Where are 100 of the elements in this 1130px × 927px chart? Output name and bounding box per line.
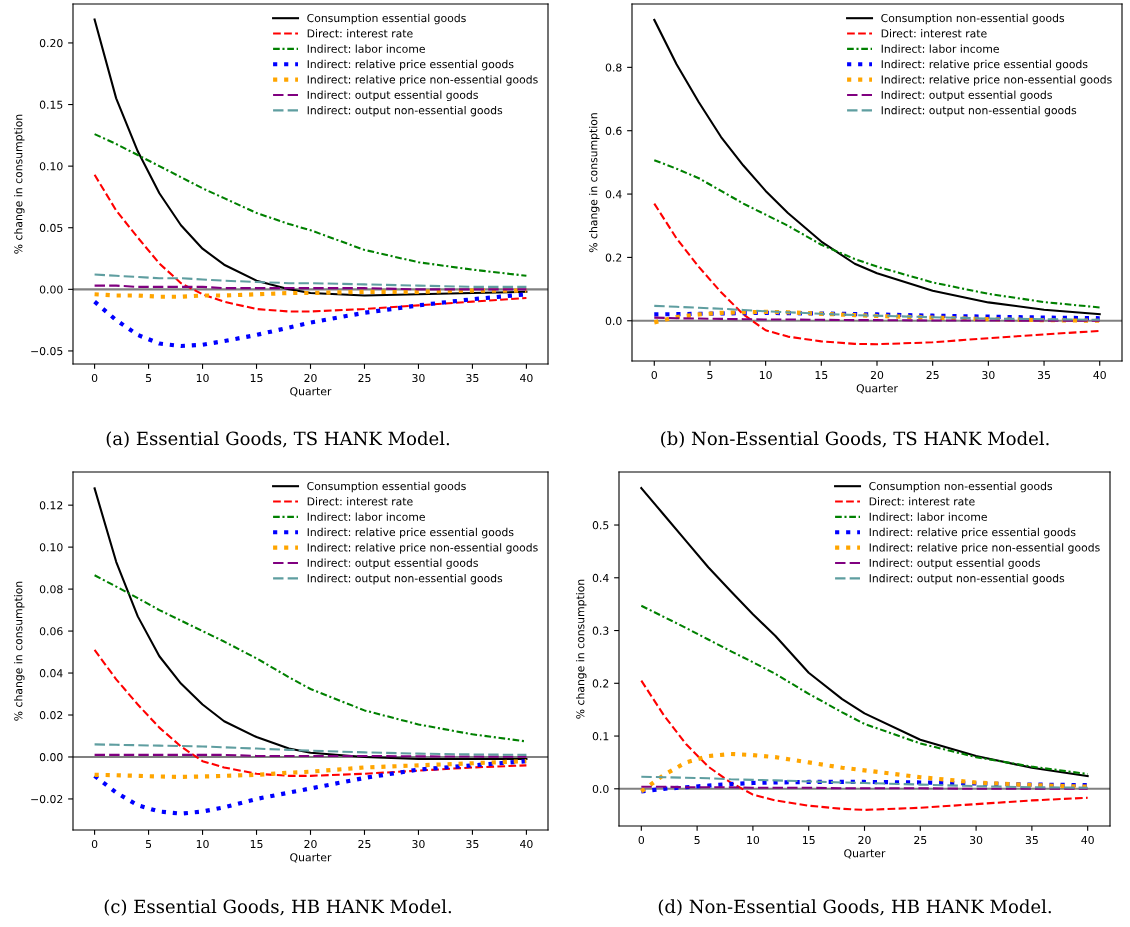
legend-label: Indirect: relative price non-essential goods [307,543,538,554]
y-tick-label: 0.05 [39,223,63,233]
line-series [653,304,1101,321]
y-tick-label: 0.10 [39,162,63,171]
line-series [93,173,528,313]
x-tick-label: 35 [466,839,479,849]
x-tick-label: 25 [358,839,371,849]
line-series [639,779,1090,794]
y-tick-label: 0.0 [605,316,622,326]
y-tick-label: 0.10 [39,543,63,552]
legend-label: Consumption non-essential goods [869,481,1053,493]
legend-label: Indirect: output non-essential goods [307,573,503,585]
x-tick-label: 0 [91,373,98,383]
x-tick-label: 40 [520,373,533,383]
x-tick-label: 15 [815,371,828,380]
x-tick-label: 0 [638,835,645,845]
y-tick-label: 0.6 [605,126,622,135]
y-axis-title: % change in consumption [14,114,25,254]
y-tick-label: 0.00 [39,285,63,294]
x-tick-label: 25 [926,370,939,380]
y-tick-label: 0.06 [39,627,63,636]
x-tick-label: 15 [250,840,263,849]
line-series [640,604,1089,776]
y-tick-label: 0.8 [605,63,622,72]
x-tick-label: 10 [747,835,760,845]
line-series [93,648,528,777]
legend-label: Indirect: relative price non-essential goods [869,543,1100,554]
x-tick-label: 0 [91,839,98,849]
y-tick-label: 0.2 [605,253,622,262]
legend-label: Direct: interest rate [869,497,975,506]
legend-label: Indirect: output non-essential goods [881,105,1077,117]
legend-label: Indirect: labor income [307,512,425,521]
x-tick-label: 40 [520,839,533,849]
legend-label: Consumption essential goods [307,481,466,493]
x-tick-label: 20 [304,839,317,849]
line-series [640,679,1089,811]
legend-label: Direct: interest rate [307,29,413,38]
legend-label: Consumption non-essential goods [881,13,1065,25]
x-tick-label: 20 [858,835,871,845]
legend-label: Consumption essential goods [307,13,466,25]
legend-label: Indirect: output essential goods [881,90,1052,102]
legend-label: Indirect: relative price non-essential goods [307,75,538,86]
legend-label: Direct: interest rate [881,29,987,38]
x-tick-label: 10 [759,370,772,380]
y-tick-label: 0.0 [592,784,609,794]
legend-label: Indirect: output essential goods [869,558,1040,570]
text: (d) Non-Essential Goods, HB HANK Model. [658,899,1051,916]
line-series [640,775,1089,789]
x-tick-label: 5 [694,836,700,845]
y-tick-label: 0.08 [39,585,63,594]
line-series [92,288,529,299]
y-tick-label: 0.00 [39,753,63,762]
y-tick-label: 0.3 [592,626,609,635]
line-series [93,273,528,288]
legend-label: Indirect: relative price essential goods [881,59,1088,71]
y-axis-title: % change in consumption [14,581,25,721]
x-tick-label: 25 [914,835,927,845]
x-axis-title: Quarter [290,387,332,397]
x-tick-label: 15 [803,836,815,845]
x-tick-label: 5 [707,371,713,380]
legend-label: Indirect: output essential goods [307,558,478,570]
y-tick-label: −0.02 [31,795,63,804]
x-tick-label: 5 [145,840,152,849]
y-tick-label: 0.4 [605,190,622,199]
x-tick-label: 35 [466,373,479,383]
text: (b) Non-Essential Goods, TS HANK Model. [661,431,1049,448]
x-tick-label: 30 [970,835,983,845]
y-tick-label: −0.05 [31,347,63,356]
x-axis-title: Quarter [290,853,332,863]
legend-label: Indirect: output non-essential goods [869,573,1065,585]
legend-label: Indirect: relative price non-essential goods [881,75,1112,86]
legend-label: Indirect: relative price essential goods [869,527,1076,539]
x-tick-label: 30 [982,370,995,380]
x-tick-label: 0 [651,370,657,380]
y-tick-label: 0.04 [39,669,63,678]
x-tick-label: 30 [412,373,425,383]
x-tick-label: 15 [250,374,263,383]
legend-label: Indirect: labor income [881,44,999,53]
x-tick-label: 40 [1081,835,1094,845]
x-tick-label: 40 [1093,370,1106,380]
line-series [93,743,528,756]
legend-label: Indirect: relative price essential goods [307,527,514,539]
legend-label: Indirect: labor income [869,512,987,521]
x-tick-label: 20 [304,373,317,383]
legend-label: Indirect: labor income [307,44,425,53]
line-series [652,309,1102,325]
x-tick-label: 10 [196,373,209,383]
y-tick-label: 0.2 [592,679,609,688]
x-axis-title: Quarter [844,849,886,859]
y-tick-label: 0.02 [39,711,63,720]
y-tick-label: 0.15 [39,100,63,109]
y-axis-title: % change in consumption [589,113,600,253]
x-axis-title: Quarter [856,384,898,394]
y-tick-label: 0.20 [39,39,63,48]
y-axis-title: % change in consumption [576,579,587,719]
x-tick-label: 5 [145,374,152,383]
line-series [653,159,1101,309]
x-tick-label: 35 [1037,370,1050,380]
line-series [639,751,1090,794]
y-tick-label: 0.5 [592,521,609,530]
